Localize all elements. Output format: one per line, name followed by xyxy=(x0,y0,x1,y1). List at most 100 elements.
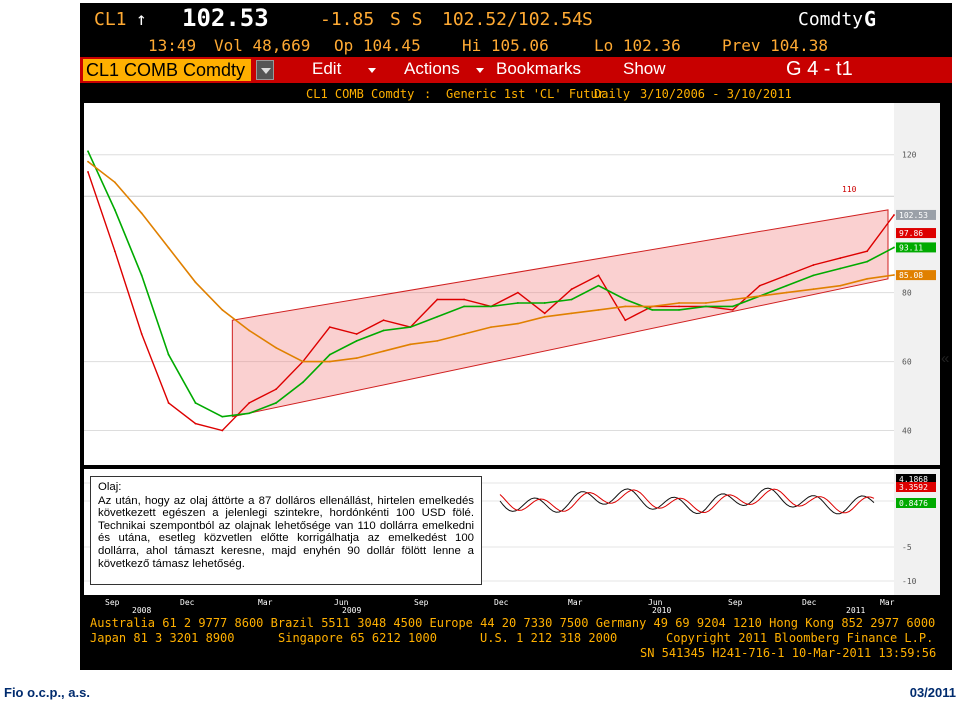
price-plot-area xyxy=(84,103,894,465)
osc-value-tag xyxy=(896,474,936,484)
subtitle-period: Daily xyxy=(594,87,631,101)
osc-value-label: 3.3592 xyxy=(899,483,928,492)
price-line-point xyxy=(839,257,842,260)
slow-ma-line-point xyxy=(463,333,466,335)
slow-ma-line-point xyxy=(812,288,815,291)
page-indicator: G 4 - t1 xyxy=(786,58,853,80)
fast-ma-line-point xyxy=(248,412,251,415)
analysis-note: Olaj: Az után, hogy az olaj áttörte a 87… xyxy=(90,476,482,585)
osc-value-tag xyxy=(896,482,936,492)
reference-label: 110 xyxy=(842,185,857,194)
price-line-point xyxy=(624,319,627,322)
quote-time: 13:49 xyxy=(148,36,197,55)
last-value-tag xyxy=(896,270,936,281)
slow-ma-line-point xyxy=(355,357,358,360)
menu-show[interactable]: Show xyxy=(623,59,666,78)
x-month-label: Dec xyxy=(494,598,509,607)
subtitle-name: Generic 1st 'CL' Futur xyxy=(446,87,605,101)
slow-ma-line-point xyxy=(194,281,197,284)
fast-ma-line-point xyxy=(113,208,116,211)
price-line-point xyxy=(463,298,466,301)
prev-close: Prev 104.38 xyxy=(722,36,828,55)
y-tick-label: 120 xyxy=(902,151,917,160)
x-year-label: 2008 xyxy=(132,606,151,615)
volume: Vol 48,669 xyxy=(214,36,311,55)
osc-value-label: 4.1868 xyxy=(899,475,928,484)
x-month-label: Dec xyxy=(802,598,817,607)
fast-ma-line-point xyxy=(597,284,600,287)
slow-ma-line-point xyxy=(87,160,89,163)
slow-ma-line-point xyxy=(167,246,170,249)
price-line-point xyxy=(731,308,734,311)
osc-tick-label: -10 xyxy=(902,577,917,586)
slow-ma-line-point xyxy=(490,326,492,328)
footer-japan: Japan 81 3 3201 8900 xyxy=(90,631,235,645)
fast-ma-line-point xyxy=(893,246,895,249)
footer-singapore: Singapore 65 6212 1000 xyxy=(278,631,437,645)
menu-actions[interactable]: Actions xyxy=(404,59,460,78)
fast-ma-line-point xyxy=(839,267,842,270)
collapse-panel-icon[interactable]: « xyxy=(941,350,950,367)
up-arrow-icon: ↑ xyxy=(136,9,147,30)
slow-ma-line-point xyxy=(866,277,869,280)
security-dropdown-button[interactable] xyxy=(256,60,274,80)
g-badge: G xyxy=(864,7,877,31)
menu-edit[interactable]: Edit xyxy=(312,59,342,78)
fast-ma-line-point xyxy=(463,305,466,308)
security-input[interactable]: CL1 COMB Comdty xyxy=(83,59,251,81)
slow-ma-line-point xyxy=(785,291,788,294)
y-tick-label: 40 xyxy=(902,427,912,436)
x-month-label: Mar xyxy=(568,598,583,607)
fast-ma-line-point xyxy=(812,274,815,277)
price-line-point xyxy=(248,402,251,404)
last-value-label: 97.86 xyxy=(899,229,923,238)
last-value-label: 85.08 xyxy=(899,271,923,280)
slow-ma-line-point xyxy=(382,350,385,353)
quote-flags: S S xyxy=(390,9,423,30)
slow-ma-line-point xyxy=(516,322,519,325)
price-line-point xyxy=(140,333,143,335)
x-year-label: 2010 xyxy=(652,606,671,615)
x-month-label: Mar xyxy=(880,598,895,607)
slow-ma-line-point xyxy=(705,302,707,304)
y-tick-label: 60 xyxy=(902,358,912,367)
fast-ma-line-point xyxy=(436,315,439,318)
x-axis-strip xyxy=(84,597,894,612)
ticker-symbol[interactable]: CL1 xyxy=(94,9,127,30)
last-value-label: 102.53 xyxy=(899,211,928,220)
x-month-label: Sep xyxy=(105,598,120,607)
last-price: 102.53 xyxy=(182,4,269,32)
y-tick-label: 80 xyxy=(902,289,912,298)
footer-copyright: Copyright 2011 Bloomberg Finance L.P. xyxy=(666,631,934,645)
fast-ma-line-point xyxy=(275,402,277,404)
fast-ma-line-point xyxy=(140,274,143,277)
last-value-tag xyxy=(896,228,936,239)
price-line-point xyxy=(275,388,277,391)
quote-line: CL1 ↑ 102.53 -1.85 S S 102.52/102.54 S C… xyxy=(80,4,952,35)
fast-ma-line-point xyxy=(87,150,89,153)
slow-ma-line-point xyxy=(302,360,304,363)
yellow-key-label: Comdty xyxy=(798,9,864,30)
chart-subtitle: CL1 COMB Comdty : Generic 1st 'CL' Futur… xyxy=(80,85,952,103)
osc-tick-label: -5 xyxy=(902,543,912,552)
menu-bookmarks[interactable]: Bookmarks xyxy=(496,59,582,78)
fast-ma-line-point xyxy=(785,284,788,287)
publisher-brand: Fio o.c.p., a.s. xyxy=(4,685,90,700)
fast-ma-line-point xyxy=(624,298,627,301)
price-line-point xyxy=(812,264,815,266)
fast-ma-line-point xyxy=(516,302,519,304)
osc-value-tag xyxy=(896,498,936,508)
slow-ma-line-point xyxy=(839,284,842,287)
high-price: Hi 105.06 xyxy=(462,36,549,55)
quote-stats-line: 13:49 Vol 48,669 Op 104.45 Hi 105.06 Lo … xyxy=(80,35,952,57)
price-line-point xyxy=(758,284,761,287)
fast-ma-line-point xyxy=(409,326,412,328)
fast-ma-line-point xyxy=(705,305,707,308)
fast-ma-line-point xyxy=(382,329,385,332)
slow-ma-line-point xyxy=(436,339,439,342)
subtitle-range: 3/10/2006 - 3/10/2011 xyxy=(640,87,792,101)
price-line-point xyxy=(355,333,358,335)
x-month-label: Jun xyxy=(648,598,663,607)
slow-ma-line-point xyxy=(275,346,277,349)
slow-ma-line-point xyxy=(597,308,600,311)
